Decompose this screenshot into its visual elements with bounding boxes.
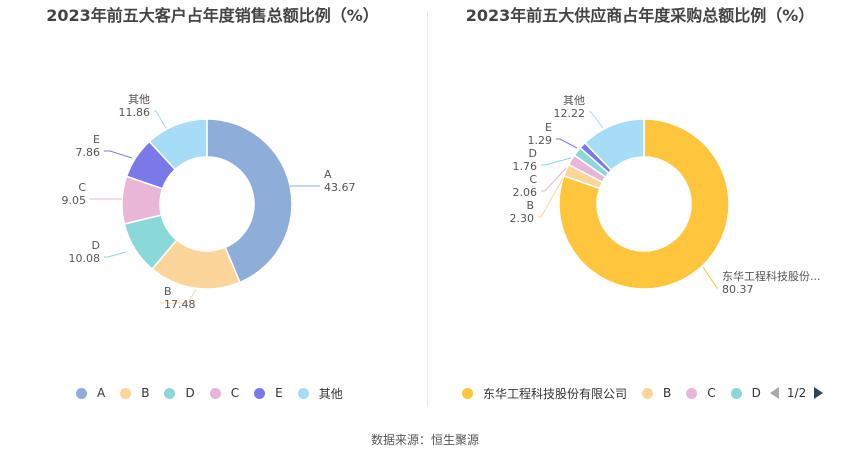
- label-name-0-2: D: [92, 239, 100, 252]
- legend-item-0-2[interactable]: D: [164, 386, 195, 400]
- slice-1-5[interactable]: [583, 118, 645, 172]
- legend-dot-icon: [254, 387, 266, 399]
- legend-dot-icon: [462, 387, 473, 399]
- legend-dot-icon: [642, 387, 654, 399]
- label-value-0-1: 17.48: [164, 298, 196, 311]
- label-name-1-4: E: [545, 121, 552, 134]
- supplier-legend: 东华工程科技股份有限公司 B C D 1/2: [462, 384, 824, 402]
- slice-0-5[interactable]: [148, 118, 208, 171]
- legend-label: 其他: [318, 386, 343, 401]
- legend-dot-icon: [686, 387, 698, 399]
- divider: [427, 12, 428, 407]
- legend-item-1-2[interactable]: C: [686, 386, 716, 400]
- label-value-0-3: 9.05: [62, 194, 87, 207]
- label-value-1-3: 1.76: [513, 160, 538, 173]
- label-value-1-1: 2.30: [510, 212, 535, 225]
- legend-label: 东华工程科技股份有限公司: [483, 386, 628, 401]
- legend-item-0-0[interactable]: A: [76, 386, 105, 400]
- legend-label: E: [275, 386, 283, 400]
- label-name-0-3: C: [78, 181, 86, 194]
- label-line-1-3: [541, 157, 572, 166]
- label-value-0-2: 10.08: [69, 252, 101, 265]
- label-name-0-1: B: [164, 285, 172, 298]
- legend-item-0-1[interactable]: B: [120, 386, 149, 400]
- label-line-0-2: [104, 251, 127, 258]
- slice-1-0[interactable]: [558, 118, 730, 290]
- label-line-0-1: [160, 288, 197, 304]
- label-name-1-5: 其他: [563, 94, 585, 107]
- next-page-icon[interactable]: [814, 387, 824, 399]
- legend-dot-icon: [164, 387, 176, 399]
- slice-0-0[interactable]: [206, 118, 293, 284]
- legend-page-indicator: 1/2: [786, 386, 807, 400]
- label-name-1-3: D: [529, 147, 537, 160]
- legend-item-1-3[interactable]: D: [730, 386, 761, 400]
- label-name-0-4: E: [93, 133, 100, 146]
- label-line-1-1: [538, 177, 564, 218]
- label-name-1-1: B: [526, 199, 534, 212]
- legend-item-0-5[interactable]: 其他: [297, 385, 343, 402]
- label-value-1-2: 2.06: [513, 186, 538, 199]
- chart-title-suppliers: 2023年前五大供应商占年度采购总额比例（%）: [465, 6, 815, 25]
- legend-label: D: [751, 386, 761, 400]
- legend-item-0-3[interactable]: C: [209, 386, 240, 400]
- label-line-1-5: [589, 111, 604, 129]
- source-note: 数据来源：恒生聚源: [370, 433, 479, 447]
- label-value-0-0: 43.67: [324, 181, 356, 194]
- legend-dot-icon: [76, 387, 87, 399]
- legend-pager: 1/2: [769, 386, 824, 400]
- legend-label: B: [141, 386, 150, 400]
- legend-item-0-4[interactable]: E: [254, 386, 283, 400]
- label-value-1-0: 80.37: [722, 283, 754, 296]
- supplier-donut-chart: 东华工程科技股份...80.37 B2.30 C2.06 D1.76 E1.29 其他12…: [510, 94, 821, 296]
- legend-dot-icon: [209, 387, 221, 399]
- label-value-1-5: 12.22: [554, 107, 586, 120]
- legend-item-1-0[interactable]: 东华工程科技股份有限公司: [462, 385, 627, 402]
- label-line-1-4: [556, 138, 578, 149]
- legend-dot-icon: [297, 387, 309, 399]
- label-value-0-5: 11.86: [119, 106, 151, 119]
- legend-label: C: [230, 386, 240, 400]
- label-line-1-2: [541, 167, 567, 192]
- label-name-0-0: A: [324, 168, 332, 181]
- legend-dot-icon: [730, 387, 742, 399]
- label-line-0-4: [104, 150, 133, 159]
- legend-label: D: [185, 386, 195, 400]
- label-line-1-0: [702, 266, 718, 289]
- label-name-1-0: 东华工程科技股份...: [722, 269, 821, 283]
- legend-dot-icon: [120, 387, 132, 399]
- label-value-0-4: 7.86: [76, 146, 101, 159]
- legend-item-1-1[interactable]: B: [642, 386, 671, 400]
- legend-label: A: [97, 386, 106, 400]
- label-name-1-2: C: [529, 173, 537, 186]
- legend-label: C: [707, 386, 716, 400]
- prev-page-icon[interactable]: [769, 387, 779, 399]
- label-name-0-5: 其他: [128, 93, 150, 106]
- chart-title-customers: 2023年前五大客户占年度销售总额比例（%）: [46, 6, 379, 25]
- legend-label: B: [663, 386, 672, 400]
- label-value-1-4: 1.29: [528, 134, 553, 147]
- customer-legend: A B D C E 其他: [76, 384, 358, 402]
- label-line-0-5: [154, 110, 167, 129]
